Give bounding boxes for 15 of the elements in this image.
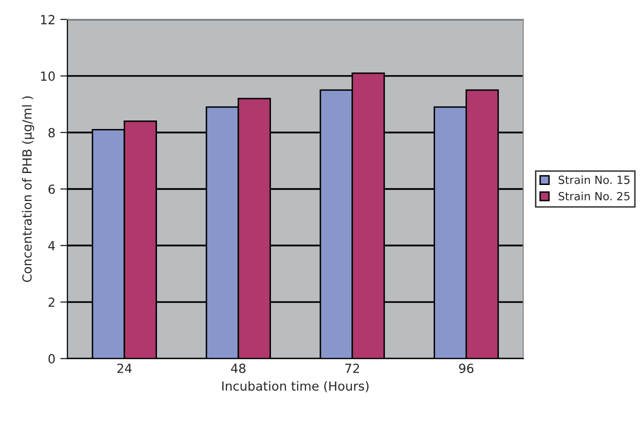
y-tick-label: 6 [48,184,55,194]
legend-label: Strain No. 25 [558,192,630,200]
x-axis-title: Incubation time (Hours) [222,381,368,392]
y-tick-label: 12 [41,14,54,24]
y-axis-title: Concentration of PHB (µg/ml ) [22,96,34,282]
y-tick-label: 0 [48,354,55,364]
x-tick-label: 72 [345,364,359,373]
y-tick-label: 4 [48,241,55,250]
legend-label: Strain No. 15 [558,175,630,184]
y-tick-label: 10 [41,71,55,81]
x-tick-label: 48 [231,364,246,374]
x-tick-label: 96 [459,364,474,374]
x-tick-label: 24 [117,364,132,373]
y-tick-label: 8 [48,128,55,138]
y-tick-label: 2 [48,298,54,307]
